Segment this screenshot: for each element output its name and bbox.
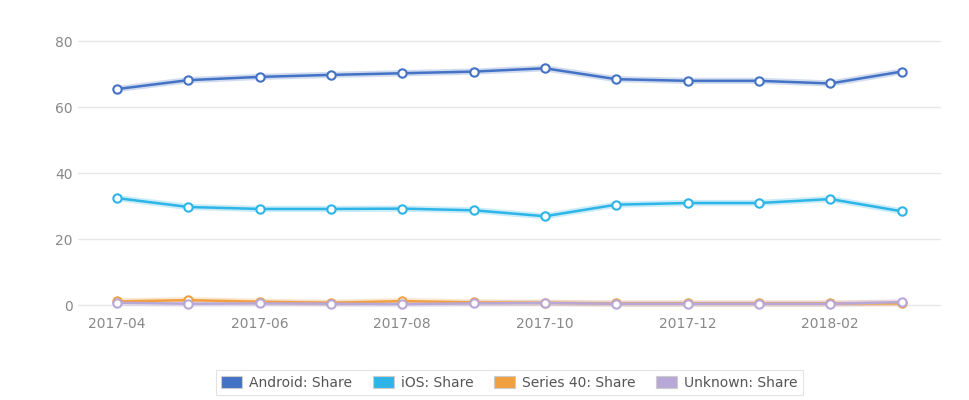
Unknown: Share: (11, 1): Share: (11, 1) bbox=[895, 300, 907, 304]
Unknown: Share: (8, 0.5): Share: (8, 0.5) bbox=[681, 301, 693, 306]
iOS: Share: (2, 29.2): Share: (2, 29.2) bbox=[254, 206, 266, 211]
Series 40: Share: (5, 0.9): Share: (5, 0.9) bbox=[467, 300, 479, 305]
Unknown: Share: (1, 0.5): Share: (1, 0.5) bbox=[182, 301, 194, 306]
Android: Share: (10, 67.2): Share: (10, 67.2) bbox=[824, 81, 835, 86]
Android: Share: (3, 69.8): Share: (3, 69.8) bbox=[325, 72, 336, 77]
Unknown: Share: (2, 0.6): Share: (2, 0.6) bbox=[254, 301, 266, 306]
Android: Share: (1, 68.2): Share: (1, 68.2) bbox=[182, 78, 194, 82]
Android: Share: (2, 69.2): Share: (2, 69.2) bbox=[254, 74, 266, 79]
Series 40: Share: (3, 0.8): Share: (3, 0.8) bbox=[325, 300, 336, 305]
Android: Share: (5, 70.8): Share: (5, 70.8) bbox=[467, 69, 479, 74]
Line: iOS: Share: iOS: Share bbox=[112, 194, 905, 220]
Series 40: Share: (9, 0.6): Share: (9, 0.6) bbox=[752, 301, 764, 306]
Series 40: Share: (0, 1.2): Share: (0, 1.2) bbox=[110, 299, 122, 304]
Series 40: Share: (4, 1.3): Share: (4, 1.3) bbox=[396, 299, 408, 304]
Unknown: Share: (0, 0.8): Share: (0, 0.8) bbox=[110, 300, 122, 305]
iOS: Share: (3, 29.2): Share: (3, 29.2) bbox=[325, 206, 336, 211]
iOS: Share: (9, 31): Share: (9, 31) bbox=[752, 201, 764, 206]
Series 40: Share: (7, 0.6): Share: (7, 0.6) bbox=[610, 301, 621, 306]
Unknown: Share: (5, 0.6): Share: (5, 0.6) bbox=[467, 301, 479, 306]
Unknown: Share: (6, 0.7): Share: (6, 0.7) bbox=[539, 301, 550, 306]
Line: Series 40: Share: Series 40: Share bbox=[112, 296, 905, 308]
Series 40: Share: (6, 0.8): Share: (6, 0.8) bbox=[539, 300, 550, 305]
Unknown: Share: (3, 0.5): Share: (3, 0.5) bbox=[325, 301, 336, 306]
Line: Android: Share: Android: Share bbox=[112, 64, 905, 93]
Android: Share: (7, 68.5): Share: (7, 68.5) bbox=[610, 77, 621, 82]
Line: Unknown: Share: Unknown: Share bbox=[112, 298, 905, 308]
Legend: Android: Share, iOS: Share, Series 40: Share, Unknown: Share: Android: Share, iOS: Share, Series 40: S… bbox=[215, 370, 802, 395]
Android: Share: (6, 71.8): Share: (6, 71.8) bbox=[539, 66, 550, 71]
Series 40: Share: (1, 1.6): Share: (1, 1.6) bbox=[182, 298, 194, 302]
Android: Share: (8, 68): Share: (8, 68) bbox=[681, 78, 693, 83]
Android: Share: (0, 65.5): Share: (0, 65.5) bbox=[110, 87, 122, 92]
Unknown: Share: (4, 0.4): Share: (4, 0.4) bbox=[396, 302, 408, 306]
iOS: Share: (11, 28.5): Share: (11, 28.5) bbox=[895, 209, 907, 214]
Series 40: Share: (8, 0.6): Share: (8, 0.6) bbox=[681, 301, 693, 306]
iOS: Share: (0, 32.5): Share: (0, 32.5) bbox=[110, 196, 122, 200]
Series 40: Share: (10, 0.6): Share: (10, 0.6) bbox=[824, 301, 835, 306]
iOS: Share: (6, 27): Share: (6, 27) bbox=[539, 214, 550, 219]
iOS: Share: (10, 32.2): Share: (10, 32.2) bbox=[824, 197, 835, 202]
Android: Share: (4, 70.3): Share: (4, 70.3) bbox=[396, 71, 408, 76]
iOS: Share: (1, 29.8): Share: (1, 29.8) bbox=[182, 204, 194, 209]
iOS: Share: (5, 28.8): Share: (5, 28.8) bbox=[467, 208, 479, 213]
Unknown: Share: (10, 0.5): Share: (10, 0.5) bbox=[824, 301, 835, 306]
Unknown: Share: (9, 0.5): Share: (9, 0.5) bbox=[752, 301, 764, 306]
Android: Share: (11, 70.8): Share: (11, 70.8) bbox=[895, 69, 907, 74]
Android: Share: (9, 68): Share: (9, 68) bbox=[752, 78, 764, 83]
Unknown: Share: (7, 0.5): Share: (7, 0.5) bbox=[610, 301, 621, 306]
iOS: Share: (7, 30.5): Share: (7, 30.5) bbox=[610, 202, 621, 207]
Series 40: Share: (2, 1.1): Share: (2, 1.1) bbox=[254, 299, 266, 304]
Series 40: Share: (11, 0.6): Share: (11, 0.6) bbox=[895, 301, 907, 306]
iOS: Share: (4, 29.3): Share: (4, 29.3) bbox=[396, 206, 408, 211]
iOS: Share: (8, 31): Share: (8, 31) bbox=[681, 201, 693, 206]
